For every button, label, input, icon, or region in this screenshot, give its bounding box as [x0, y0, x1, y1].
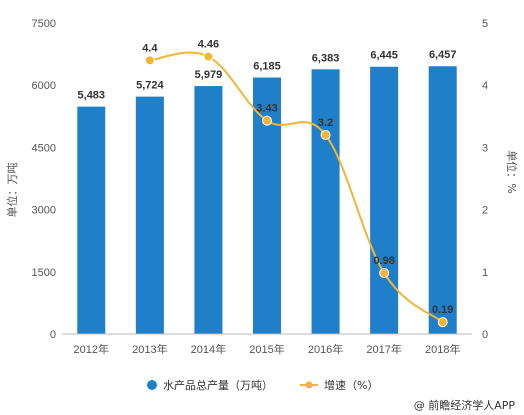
- line-series: [144, 51, 448, 328]
- right-tick-label: 0: [482, 329, 488, 341]
- legend-bar-marker: [147, 380, 157, 390]
- line-point: [262, 115, 272, 126]
- left-tick-label: 7500: [32, 18, 56, 30]
- right-tick-label: 3: [482, 142, 488, 154]
- left-tick-label: 0: [50, 329, 56, 341]
- x-tick-label: 2012年: [74, 342, 109, 356]
- line-value-label: 4.46: [198, 39, 219, 51]
- legend-line-dot: [305, 381, 313, 389]
- right-tick-label: 2: [482, 205, 488, 217]
- left-axis-ticks: 0 1500 3000 4500 6000 7500: [32, 18, 56, 341]
- x-axis-ticks: 2012年 2013年 2014年 2015年 2016年 2017年 2018年: [74, 342, 461, 356]
- line-value-label: 0.98: [373, 255, 394, 267]
- line-point: [203, 51, 214, 62]
- bar: [311, 69, 340, 334]
- bar: [428, 66, 457, 335]
- left-tick-label: 3000: [32, 205, 56, 217]
- bar: [370, 66, 399, 335]
- left-tick-label: 4500: [32, 142, 56, 154]
- right-axis-title: 单位：%: [505, 150, 519, 193]
- left-tick-label: 6000: [32, 80, 56, 92]
- right-axis-ticks: 0 1 2 3 4 5: [482, 18, 488, 341]
- x-tick-label: 2015年: [249, 342, 284, 356]
- line-point: [320, 129, 331, 140]
- bar-value-label: 5,979: [195, 69, 223, 81]
- bar: [135, 96, 164, 334]
- bar: [77, 106, 106, 334]
- x-tick-label: 2018年: [425, 342, 460, 356]
- line-value-label: 3.2: [318, 117, 333, 129]
- line-data-labels: 4.4 4.46 3.43 3.2 0.98 0.19: [142, 39, 453, 317]
- line-point: [144, 55, 155, 66]
- left-tick-label: 1500: [32, 267, 56, 279]
- bar-value-label: 5,724: [136, 80, 164, 92]
- left-axis-title: 单位：万吨: [5, 163, 19, 218]
- legend-bar-label: 水产品总产量（万吨）: [163, 378, 273, 392]
- legend: 水产品总产量（万吨） 增速（%）: [147, 378, 378, 392]
- right-tick-label: 1: [482, 267, 488, 279]
- bar-value-label: 6,383: [312, 52, 340, 64]
- source-credit: @ 前瞻经济学人APP: [414, 398, 516, 412]
- line-value-label: 4.4: [142, 42, 158, 54]
- bar-data-labels: 5,483 5,724 5,979 6,185 6,383 6,445 6,457: [78, 49, 457, 101]
- x-tick-label: 2017年: [366, 342, 401, 356]
- line-point: [379, 268, 390, 279]
- bar-value-label: 6,445: [370, 50, 398, 62]
- x-tick-label: 2016年: [308, 342, 343, 356]
- line-value-label: 0.19: [432, 304, 453, 316]
- x-tick-label: 2013年: [132, 342, 167, 356]
- growth-line: [149, 51, 444, 323]
- legend-line-label: 增速（%）: [324, 378, 378, 392]
- x-tick-label: 2014年: [191, 342, 226, 356]
- line-value-label: 3.43: [256, 103, 277, 115]
- bar-value-label: 5,483: [78, 90, 106, 102]
- bar-value-label: 6,457: [429, 49, 457, 61]
- right-tick-label: 5: [482, 18, 488, 30]
- bar-value-label: 6,185: [253, 61, 281, 73]
- bar: [194, 86, 223, 334]
- line-point: [437, 317, 448, 328]
- right-tick-label: 4: [482, 80, 488, 92]
